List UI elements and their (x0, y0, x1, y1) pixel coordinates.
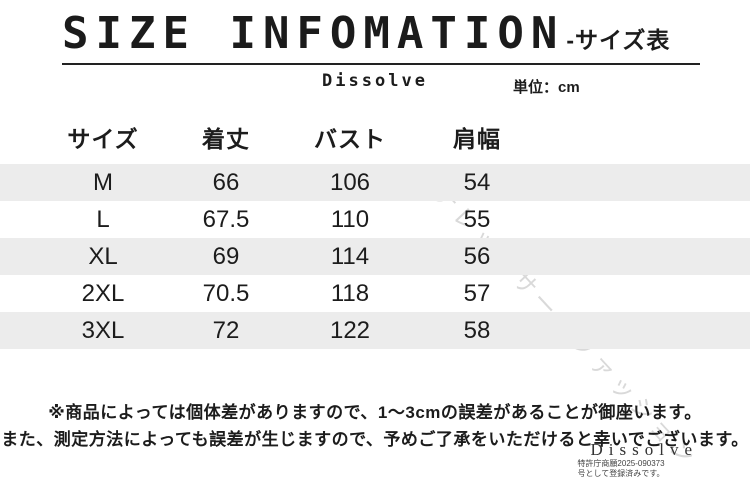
page-title-suffix: -サイズ表 (566, 27, 671, 53)
cell-shoulder: 58 (463, 316, 491, 344)
cell-size: 3XL (81, 316, 125, 344)
cell-shoulder: 56 (463, 242, 491, 270)
cell-bust: 114 (330, 242, 370, 270)
cell-bust: 118 (330, 279, 370, 307)
column-header-size: サイズ (67, 126, 139, 152)
cell-size: 2XL (81, 279, 125, 307)
footer-brand-name: Dissolve (590, 440, 698, 459)
table-row: 2XL 70.5 118 57 (0, 275, 750, 312)
table-row: 3XL 72 122 58 (0, 312, 750, 349)
cell-size: L (96, 205, 110, 233)
column-header-shoulder: 肩幅 (453, 126, 501, 152)
cell-bust: 110 (330, 205, 370, 233)
cell-length: 72 (212, 316, 240, 344)
unit-label: 単位：cm (513, 79, 580, 96)
cell-shoulder: 54 (463, 168, 491, 196)
trademark-registered-label: 号として登録済みです。 (577, 469, 665, 478)
cell-size: XL (88, 242, 118, 270)
cell-length: 66 (212, 168, 240, 196)
cell-bust: 106 (329, 168, 371, 196)
cell-length: 69 (212, 242, 240, 270)
cell-length: 67.5 (202, 205, 250, 233)
table-row: XL 69 114 56 (0, 238, 750, 275)
table-row: M 66 106 54 (0, 164, 750, 201)
column-header-bust: バスト (314, 126, 386, 152)
column-header-length: 着丈 (202, 126, 250, 152)
brand-name: Dissolve (322, 71, 428, 91)
note-individual-difference: ※商品によっては個体差がありますので、1〜3cmの誤差があることが御座います。 (48, 403, 702, 422)
cell-length: 70.5 (202, 279, 250, 307)
page-title: SIZE INFOMATION (62, 8, 565, 59)
trademark-registration-note: 特許庁商願2025-090373 号として登録済みです。 (536, 459, 706, 479)
size-table: サイズ 着丈 バスト 肩幅 M 66 106 54 L 67.5 110 55 … (0, 112, 750, 349)
cell-bust: 122 (329, 316, 371, 344)
table-row: L 67.5 110 55 (0, 201, 750, 238)
cell-shoulder: 55 (463, 205, 491, 233)
trademark-application-number: 特許庁商願2025-090373 (577, 459, 665, 468)
page-title-block: SIZE INFOMATION-サイズ表 (62, 8, 700, 65)
size-table-header-row: サイズ 着丈 バスト 肩幅 (0, 112, 750, 162)
note-measurement-method: また、測定方法によっても誤差が生じますので、予めご了承をいただけると幸いでござい… (1, 430, 749, 449)
cell-size: M (93, 168, 113, 196)
cell-shoulder: 57 (463, 279, 491, 307)
